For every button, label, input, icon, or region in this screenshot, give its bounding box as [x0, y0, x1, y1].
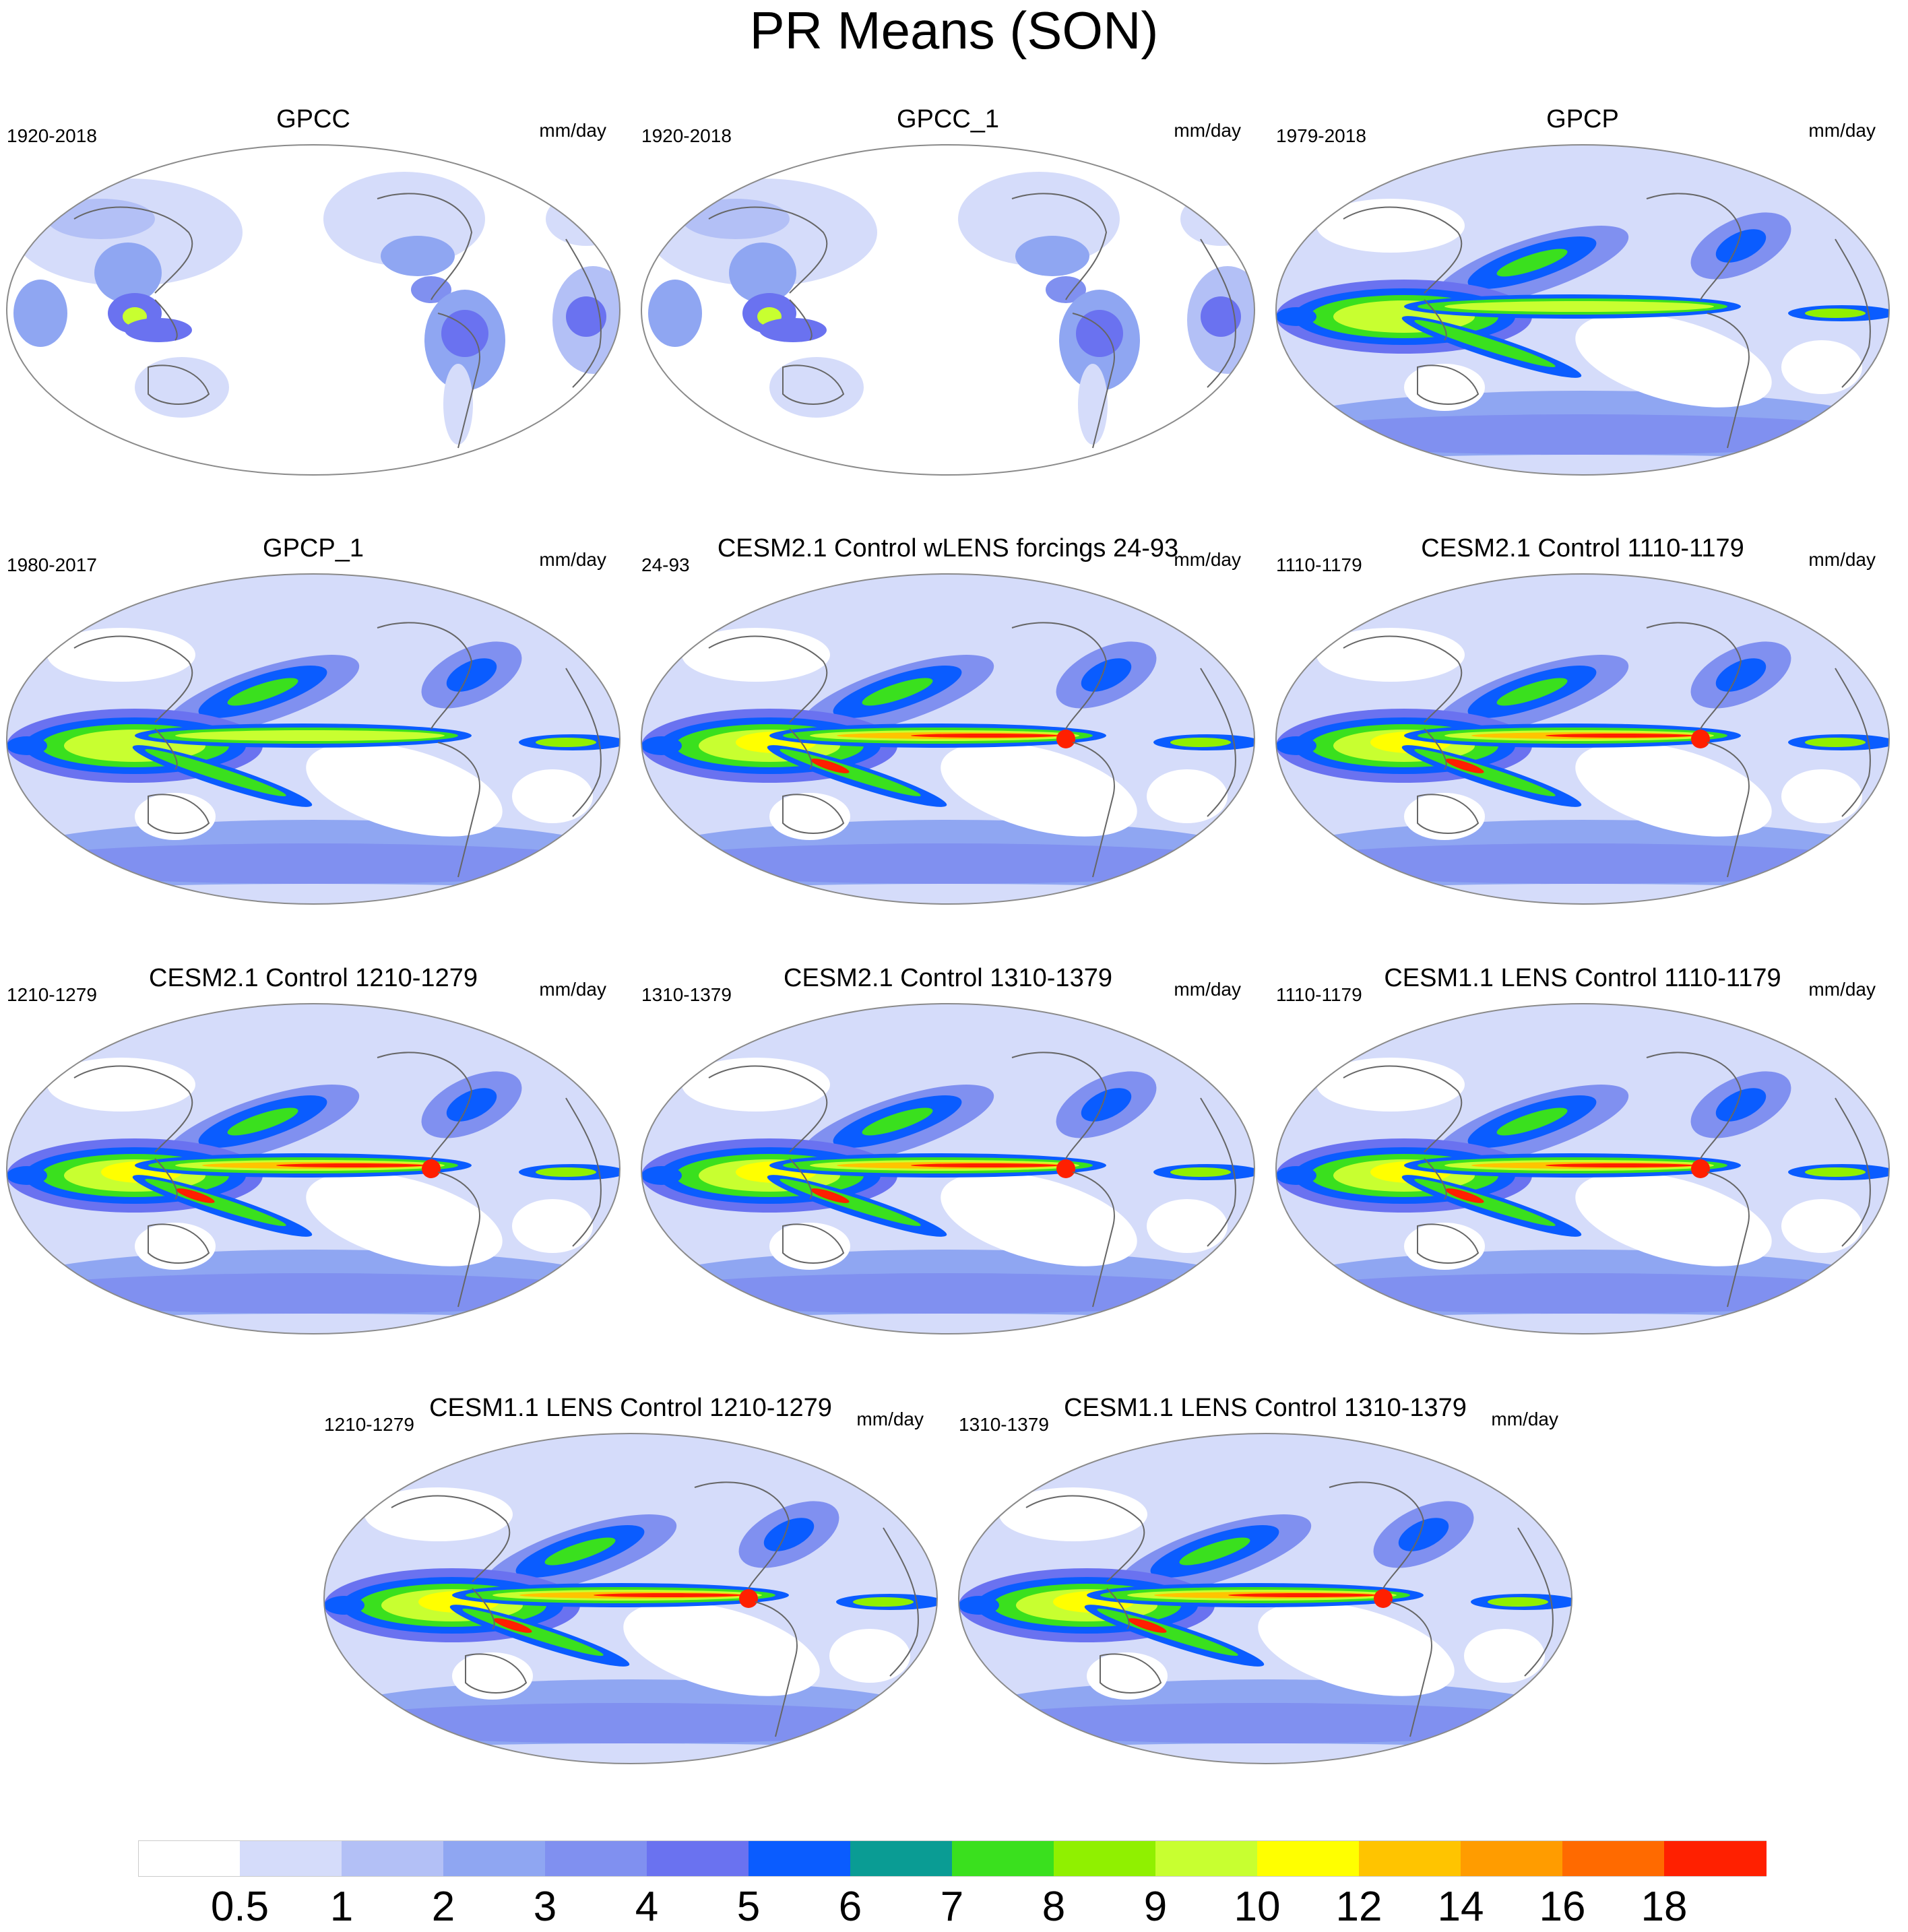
- panel-title: CESM2.1 Control 1110-1179: [1421, 534, 1744, 562]
- panel-title: CESM2.1 Control 1310-1379: [784, 964, 1112, 992]
- colorbar-swatch: [240, 1840, 342, 1877]
- panel-title: CESM2.1 Control wLENS forcings 24-93: [717, 534, 1179, 562]
- panel-units-label: mm/day: [539, 549, 606, 570]
- colorbar-swatch: [138, 1840, 241, 1877]
- precipitation-map: [1275, 573, 1890, 905]
- precipitation-map: [6, 1003, 621, 1334]
- map-panel: CESM2.1 Control 1210-1279 1210-1279 mm/day: [0, 963, 627, 1341]
- colorbar-swatch: [647, 1840, 749, 1877]
- panel-period-label: 1210-1279: [324, 1414, 414, 1435]
- precipitation-map: [641, 573, 1255, 905]
- panel-units-label: mm/day: [1491, 1409, 1558, 1429]
- panel-units-label: mm/day: [1174, 549, 1241, 570]
- panel-title: GPCC: [276, 105, 350, 133]
- colorbar-swatch: [850, 1840, 953, 1877]
- colorbar-tick-label: 14: [1437, 1883, 1484, 1930]
- colorbar-swatch: [952, 1840, 1054, 1877]
- panel-units-label: mm/day: [1174, 120, 1241, 141]
- colorbar-swatch: [342, 1840, 444, 1877]
- panel-title: CESM1.1 LENS Control 1110-1179: [1384, 964, 1781, 992]
- panel-period-label: 1920-2018: [641, 125, 732, 146]
- panel-units-label: mm/day: [856, 1409, 924, 1429]
- map-panel: CESM2.1 Control 1310-1379 1310-1379 mm/day: [635, 963, 1261, 1341]
- colorbar-tick-label: 7: [940, 1883, 964, 1930]
- figure-title: PR Means (SON): [749, 1, 1159, 60]
- precipitation-map: [958, 1433, 1572, 1764]
- panel-title: GPCC_1: [896, 105, 1000, 133]
- colorbar-swatch: [749, 1840, 851, 1877]
- precipitation-map: [1275, 144, 1890, 476]
- colorbar-tick-label: 2: [431, 1883, 455, 1930]
- colorbar-swatch: [1664, 1840, 1767, 1877]
- colorbar-swatch: [1461, 1840, 1563, 1877]
- panel-period-label: 1979-2018: [1276, 125, 1366, 146]
- panel-units-label: mm/day: [539, 979, 606, 1000]
- colorbar-swatch: [1562, 1840, 1665, 1877]
- colorbar-swatch: [1054, 1840, 1156, 1877]
- map-panel: GPCP_1 1980-2017 mm/day: [0, 534, 627, 911]
- precipitation-map: [6, 573, 621, 905]
- precipitation-map: [641, 144, 1255, 476]
- panel-period-label: 1310-1379: [959, 1414, 1049, 1435]
- precipitation-map: [6, 144, 621, 476]
- colorbar-tick-label: 1: [329, 1883, 354, 1930]
- panel-title: CESM1.1 LENS Control 1210-1279: [429, 1394, 832, 1422]
- colorbar-swatch: [1359, 1840, 1461, 1877]
- panel-title: CESM1.1 LENS Control 1310-1379: [1064, 1394, 1467, 1422]
- colorbar-tick-label: 18: [1641, 1883, 1688, 1930]
- precipitation-map: [323, 1433, 938, 1764]
- panel-period-label: 1110-1179: [1276, 554, 1362, 575]
- colorbar-swatch: [1155, 1840, 1258, 1877]
- colorbar-tick-label: 4: [635, 1883, 659, 1930]
- colorbar-swatch: [1257, 1840, 1360, 1877]
- precipitation-map: [1275, 1003, 1890, 1334]
- map-panel: CESM1.1 LENS Control 1110-1179 1110-1179 m…: [1269, 963, 1896, 1341]
- panel-title: CESM2.1 Control 1210-1279: [149, 964, 478, 992]
- map-panel: GPCP 1979-2018 mm/day: [1269, 104, 1896, 482]
- panel-units-label: mm/day: [1808, 120, 1876, 141]
- colorbar-swatch: [545, 1840, 647, 1877]
- colorbar-tick-label: 10: [1234, 1883, 1281, 1930]
- colorbar-tick-label: 9: [1143, 1883, 1168, 1930]
- map-panel: GPCC 1920-2018 mm/day: [0, 104, 627, 482]
- map-panel: CESM1.1 LENS Control 1210-1279 1210-1279 m…: [317, 1393, 944, 1770]
- colorbar-tick-label: 8: [1042, 1883, 1066, 1930]
- panel-units-label: mm/day: [1174, 979, 1241, 1000]
- colorbar-tick-label: 16: [1539, 1883, 1586, 1930]
- map-panel: GPCC_1 1920-2018 mm/day: [635, 104, 1261, 482]
- colorbar-tick-label: 6: [838, 1883, 862, 1930]
- panel-period-label: 1210-1279: [7, 984, 97, 1005]
- panel-units-label: mm/day: [1808, 549, 1876, 570]
- panel-period-label: 1110-1179: [1276, 984, 1362, 1005]
- colorbar: [138, 1840, 1767, 1877]
- panel-units-label: mm/day: [1808, 979, 1876, 1000]
- colorbar-tick-label: 3: [533, 1883, 557, 1930]
- precipitation-map: [641, 1003, 1255, 1334]
- panel-period-label: 1980-2017: [7, 554, 97, 575]
- panel-title: GPCP: [1546, 105, 1619, 133]
- panel-units-label: mm/day: [539, 120, 606, 141]
- colorbar-tick-label: 12: [1335, 1883, 1382, 1930]
- colorbar-swatch: [443, 1840, 546, 1877]
- colorbar-tick-label: 5: [736, 1883, 761, 1930]
- map-panel: CESM2.1 Control 1110-1179 1110-1179 mm/day: [1269, 534, 1896, 911]
- map-panel: CESM1.1 LENS Control 1310-1379 1310-1379 m…: [952, 1393, 1579, 1770]
- panel-period-label: 1310-1379: [641, 984, 732, 1005]
- map-panel: CESM2.1 Control wLENS forcings 24-93 24-9…: [635, 534, 1261, 911]
- panel-period-label: 24-93: [641, 554, 690, 575]
- panel-period-label: 1920-2018: [7, 125, 97, 146]
- colorbar-tick-label: 0.5: [210, 1883, 269, 1930]
- panel-title: GPCP_1: [263, 534, 364, 562]
